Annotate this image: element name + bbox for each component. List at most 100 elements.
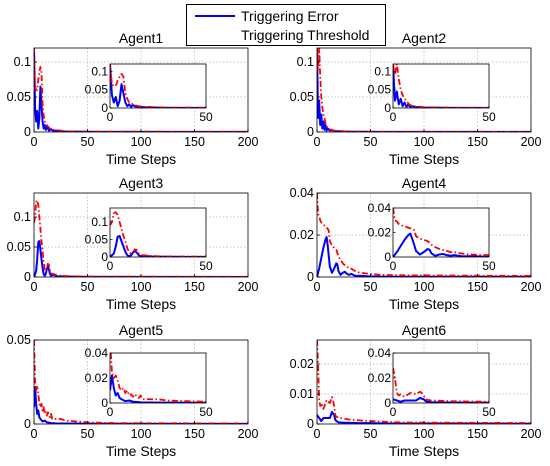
agent4-xtick-label-0: 0 (314, 280, 321, 294)
agent2-xtick-label-2: 100 (414, 135, 435, 149)
agent4-inset-ytick-label-1: 0.02 (368, 226, 392, 240)
agent1-xtick-label-0: 0 (31, 135, 38, 149)
agent2-ytick-label-2: 0.1 (297, 55, 314, 69)
agent3-triggering-error-line (34, 240, 248, 277)
agent3-xtick-label-0: 0 (31, 280, 38, 294)
agent6-inset-ytick-label-0: 0 (384, 396, 391, 410)
agent1-inset-xtick-label-1: 50 (199, 110, 213, 124)
agent6-subplot: 0 50 100 150 200 0 0.01 0.02 Agent6 Time Steps 0 50… (290, 322, 542, 459)
agent6-triggering-threshold-line (317, 340, 531, 424)
agent5-triggering-error-line (34, 386, 248, 424)
legend-item-triggering-error: Triggering Error (187, 6, 387, 26)
agent5-inset: 0 50 0 0.02 0.04 (85, 346, 213, 419)
agent4-xlabel: Time Steps (389, 296, 459, 312)
agent5-inset-ytick-label-1: 0.02 (85, 371, 109, 385)
agent1-triggering-threshold-line (34, 48, 248, 132)
agent4-xtick-label-4: 200 (521, 280, 542, 294)
agent6-xtick-label-1: 50 (364, 427, 378, 441)
agent1-xtick-label-1: 50 (81, 135, 95, 149)
agent3-inset-ytick-label-2: 0.1 (91, 215, 108, 229)
agent5-inset-plot-area (110, 353, 206, 403)
agent4-inset-triggering-threshold-line (393, 208, 489, 257)
agent3-inset-triggering-threshold-line (110, 211, 206, 257)
agent3-ytick-label-2: 0.1 (14, 210, 31, 224)
agent4-xtick-label-3: 150 (467, 280, 488, 294)
agent6-xtick-label-2: 100 (414, 427, 435, 441)
agent6-xtick-label-0: 0 (314, 427, 321, 441)
agent5-ytick-label-1: 0.05 (7, 333, 31, 347)
agent5-subplot: 0 50 100 150 200 0 0.05 Agent5 Time Steps 0 50 0 0.0… (7, 322, 259, 459)
agent3-inset-ytick-label-0: 0 (101, 250, 108, 264)
agent4-title: Agent4 (402, 175, 447, 191)
agent4-triggering-error-line (317, 236, 531, 277)
agent5-xtick-label-3: 150 (184, 427, 205, 441)
agent2-ytick-label-0: 0 (307, 125, 314, 139)
agent1-ytick-label-0: 0 (24, 125, 31, 139)
agent3-xtick-label-4: 200 (238, 280, 259, 294)
agent3-inset-xtick-label-1: 50 (199, 259, 213, 273)
agent4-inset-xtick-label-0: 0 (390, 259, 397, 273)
agent2-xtick-label-0: 0 (314, 135, 321, 149)
agent4-ytick-label-2: 0.04 (290, 186, 314, 200)
agent3-inset: 0 50 0 0.05 0.1 (85, 207, 213, 273)
agent4-ytick-label-1: 0.02 (290, 228, 314, 242)
agent3-ytick-label-1: 0.05 (7, 240, 31, 254)
agent4-triggering-threshold-line (317, 193, 531, 277)
agent1-inset-xtick-label-0: 0 (107, 110, 114, 124)
agent6-inset-triggering-threshold-line (393, 367, 489, 403)
agent4-inset-ytick-label-2: 0.04 (368, 201, 392, 215)
agent5-title: Agent5 (119, 322, 164, 338)
agent3-inset-ytick-label-1: 0.05 (85, 233, 109, 247)
agent2-inset-ytick-label-2: 0.1 (374, 64, 391, 78)
agent1-xtick-label-2: 100 (131, 135, 152, 149)
agent2-inset: 0 50 0 0.05 0.1 (368, 63, 496, 124)
agent5-inset-ytick-label-2: 0.04 (85, 346, 109, 360)
agent1-inset-frame (109, 63, 207, 109)
agent3-xtick-label-1: 50 (81, 280, 95, 294)
agent2-inset-plot-area (393, 64, 489, 108)
legend-item-triggering-threshold: Triggering Threshold (187, 25, 387, 45)
agent2-ytick-label-1: 0.05 (290, 90, 314, 104)
agent6-ytick-label-2: 0.02 (290, 357, 314, 371)
agent5-xtick-label-0: 0 (31, 427, 38, 441)
agent1-xlabel: Time Steps (106, 151, 176, 167)
agent2-inset-frame (392, 63, 490, 109)
agent4-ytick-label-0: 0 (307, 270, 314, 284)
agent3-xlabel: Time Steps (106, 296, 176, 312)
legend-label-triggering-threshold: Triggering Threshold (241, 27, 370, 43)
agent6-triggering-error-line (317, 411, 531, 424)
agent6-ytick-label-1: 0.01 (290, 387, 314, 401)
agent2-xtick-label-4: 200 (521, 135, 542, 149)
agent1-inset-ytick-label-1: 0.05 (85, 83, 109, 97)
agent4-inset-xtick-label-1: 50 (482, 259, 496, 273)
agent2-inset-xtick-label-0: 0 (390, 110, 397, 124)
agent3-inset-frame (109, 207, 207, 258)
legend-swatch-triggering-error (195, 15, 235, 17)
agent4-inset-plot-area (393, 208, 489, 257)
agent1-xtick-label-4: 200 (238, 135, 259, 149)
agent2-title: Agent2 (402, 30, 447, 46)
agent3-xtick-label-2: 100 (131, 280, 152, 294)
agent5-xtick-label-1: 50 (81, 427, 95, 441)
agent2-inset-ytick-label-1: 0.05 (368, 83, 392, 97)
agent2-xtick-label-3: 150 (467, 135, 488, 149)
agent2-xtick-label-1: 50 (364, 135, 378, 149)
agent2-xlabel: Time Steps (389, 151, 459, 167)
agent1-inset-plot-area (110, 64, 206, 108)
agent6-inset: 0 50 0 0.02 0.04 (368, 346, 496, 419)
agent1-ytick-label-1: 0.05 (7, 90, 31, 104)
agent3-inset-plot-area (110, 208, 206, 257)
agent2-inset-ytick-label-0: 0 (384, 101, 391, 115)
legend: Triggering Error Triggering Threshold (186, 4, 386, 46)
agent6-inset-xtick-label-1: 50 (482, 405, 496, 419)
agent3-ytick-label-0: 0 (24, 270, 31, 284)
agent5-inset-triggering-error-line (110, 374, 206, 403)
agent5-inset-ytick-label-0: 0 (101, 396, 108, 410)
agent5-triggering-threshold-line (34, 340, 248, 424)
agent6-inset-ytick-label-2: 0.04 (368, 346, 392, 360)
agent6-inset-xtick-label-0: 0 (390, 405, 397, 419)
